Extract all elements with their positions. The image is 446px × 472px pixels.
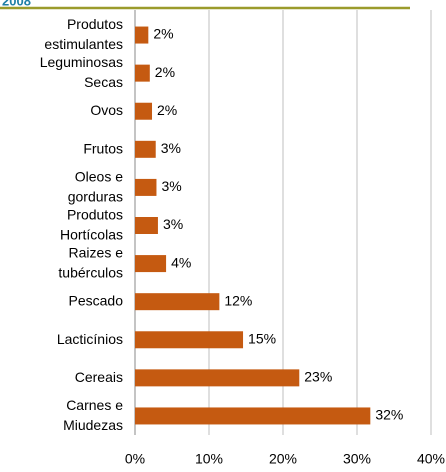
- bar: [135, 140, 156, 158]
- y-tick-label-line: Produtos: [67, 206, 123, 222]
- y-tick-label: Leguminosas Secas: [40, 54, 123, 90]
- y-tick-label-line: Miudezas: [63, 417, 123, 433]
- data-label: 2%: [157, 102, 177, 118]
- x-tick-label: 40%: [417, 451, 445, 467]
- y-tick-label-line: Lacticínios: [57, 330, 123, 346]
- data-label: 3%: [161, 140, 181, 156]
- y-tick-label: Carnes e Miudezas: [63, 397, 123, 433]
- data-label: 23%: [304, 369, 332, 385]
- bar: [135, 255, 167, 273]
- y-tick-label: Cereais: [75, 369, 123, 385]
- y-tick-label-line: Ovos: [90, 102, 123, 118]
- x-tick-label: 10%: [195, 451, 223, 467]
- data-label: 12%: [224, 292, 252, 308]
- y-tick-label-line: Raizes e: [69, 244, 124, 260]
- y-tick-label-line: Pescado: [69, 292, 124, 308]
- y-tick-label: Oleos e gorduras: [68, 168, 123, 204]
- y-tick-label-line: tubérculos: [58, 264, 123, 280]
- bar: [135, 293, 220, 311]
- bar: [135, 102, 153, 120]
- y-tick-label: Frutos: [83, 140, 123, 156]
- y-tick-label: Produtos estimulantes: [44, 16, 123, 52]
- y-tick-label-line: Produtos: [67, 16, 123, 32]
- x-tick-label: 30%: [343, 451, 371, 467]
- data-label: 3%: [161, 178, 181, 194]
- bar: [135, 178, 157, 196]
- x-tick-label: 20%: [269, 451, 297, 467]
- y-tick-label-line: Carnes e: [66, 397, 123, 413]
- y-tick-label-line: Secas: [84, 74, 123, 90]
- data-label: 15%: [248, 330, 276, 346]
- chart-title: 2008: [2, 0, 31, 8]
- y-tick-label-line: Cereais: [75, 369, 123, 385]
- y-tick-label: Ovos: [90, 102, 123, 118]
- y-tick-label: Lacticínios: [57, 330, 123, 346]
- data-label: 4%: [171, 254, 191, 270]
- bar: [135, 64, 150, 82]
- bar: [135, 26, 149, 44]
- bar: [135, 407, 371, 425]
- y-tick-label: Produtos Hortícolas: [60, 206, 123, 242]
- data-label: 3%: [163, 216, 183, 232]
- bar: [135, 369, 300, 387]
- bar: [135, 217, 158, 234]
- y-tick-label-line: Frutos: [83, 140, 123, 156]
- y-tick-label-line: estimulantes: [44, 36, 123, 52]
- y-tick-label-line: gorduras: [68, 188, 123, 204]
- bar: [135, 331, 244, 349]
- data-label: 2%: [153, 26, 173, 42]
- y-tick-label: Pescado: [69, 292, 124, 308]
- data-label: 2%: [155, 64, 175, 80]
- x-tick-label: 0%: [125, 451, 145, 467]
- y-tick-label-line: Leguminosas: [40, 54, 123, 70]
- y-tick-label: Raizes e tubérculos: [58, 244, 123, 280]
- y-tick-label-line: Hortícolas: [60, 226, 123, 242]
- data-label: 32%: [375, 407, 403, 423]
- y-tick-label-line: Oleos e: [75, 168, 123, 184]
